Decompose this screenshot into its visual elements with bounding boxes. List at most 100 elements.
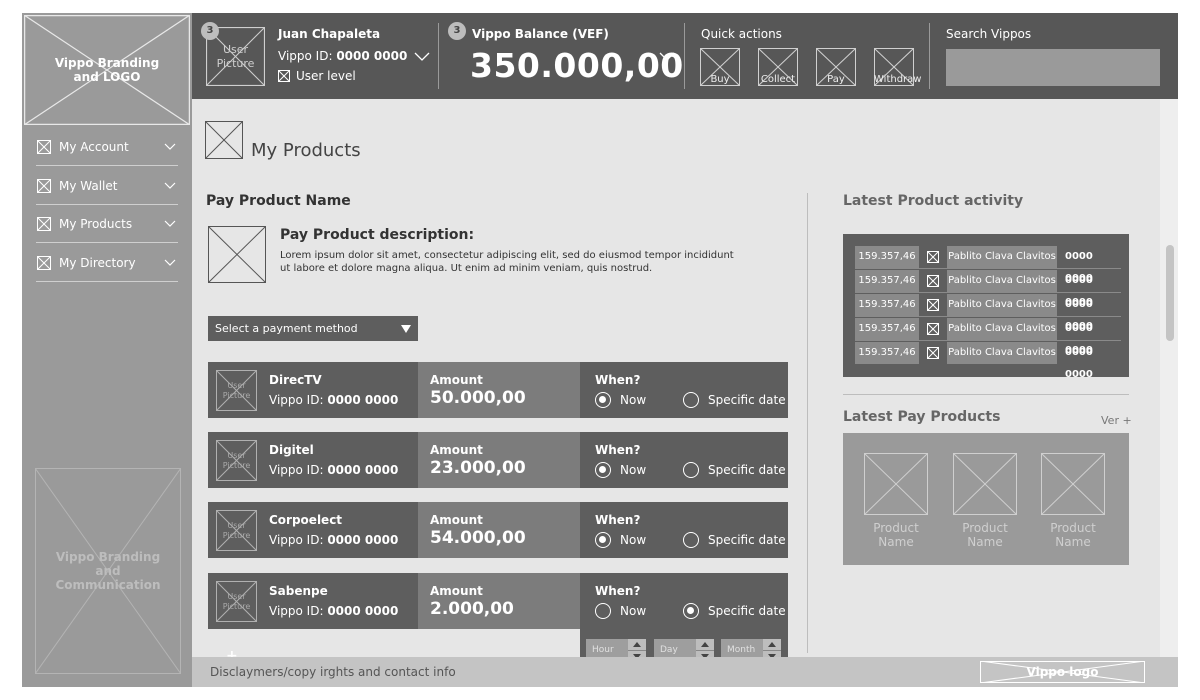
decrement-button[interactable] <box>763 651 781 663</box>
radio-specific-date[interactable] <box>683 532 699 548</box>
quick-action-withdraw[interactable]: Withdraw <box>874 48 921 86</box>
add-payment-button[interactable]: + <box>226 648 238 664</box>
page-icon <box>205 121 243 159</box>
branding-logo-placeholder[interactable]: Vippo Branding and LOGO <box>24 15 190 125</box>
page-title: My Products <box>251 140 361 161</box>
pay-product-name-line: Name <box>967 535 1003 549</box>
payment-row-directv[interactable]: User Picture DirecTV Vippo ID: 0000 0000… <box>208 362 788 418</box>
when-cell: When? Now Specific date <box>580 432 788 488</box>
increment-button[interactable] <box>628 639 646 651</box>
pay-product-image[interactable] <box>864 453 928 515</box>
main-content: My Products Pay Product Name Pay Product… <box>192 99 1178 665</box>
product-name: Pay Product Name <box>206 193 351 209</box>
activity-id: 0000 0000 <box>1065 347 1093 380</box>
scrollbar-thumb[interactable] <box>1166 245 1174 341</box>
payee-picture: User Picture <box>216 510 257 551</box>
radio-now[interactable] <box>595 392 611 408</box>
activity-name: Pablito Clava Clavitos <box>947 342 1057 364</box>
payment-row-sabenpe[interactable]: User Picture Sabenpe Vippo ID: 0000 0000… <box>208 573 788 629</box>
decrement-button[interactable] <box>696 651 714 663</box>
activity-row[interactable]: 159.357,46 Pablito Clava Clavitos 0000 0… <box>855 269 1121 308</box>
payment-row-digitel[interactable]: User Picture Digitel Vippo ID: 0000 0000… <box>208 432 788 488</box>
pay-product-name-line: Name <box>878 535 914 549</box>
vippo-id-value: 0000 0000 <box>327 393 399 407</box>
search-input[interactable] <box>946 49 1160 86</box>
radio-specific-date[interactable] <box>683 603 699 619</box>
payment-method-select[interactable]: Select a payment method <box>208 316 418 341</box>
amount-label: Amount <box>430 373 483 387</box>
vippo-id-label: Vippo ID: <box>278 49 333 63</box>
radio-now[interactable] <box>595 462 611 478</box>
amount-value: 2.000,00 <box>430 599 514 619</box>
activity-row[interactable]: 159.357,46 Pablito Clava Clavitos 0000 0… <box>855 341 1121 380</box>
when-label: When? <box>595 443 641 457</box>
radio-now-label: Now <box>620 604 647 618</box>
chevron-down-icon <box>164 259 176 266</box>
decrement-button[interactable] <box>628 651 646 663</box>
pay-product-name: Product Name <box>856 521 936 549</box>
latest-pay-title: Latest Pay Products <box>843 409 1001 425</box>
footer-logo-text: Vippo logo <box>1026 665 1099 679</box>
payee-picture-text: User Picture <box>222 520 251 540</box>
activity-row[interactable]: 159.357,46 Pablito Clava Clavitos 0000 0… <box>855 293 1121 332</box>
sidebar-item-my-wallet[interactable]: My Wallet <box>36 167 178 205</box>
scrollbar-track[interactable] <box>1160 99 1178 657</box>
activity-amount: 159.357,46 <box>855 318 919 340</box>
notification-badge[interactable]: 3 <box>448 22 466 40</box>
amount-cell: Amount 23.000,00 <box>418 432 580 488</box>
radio-now-label: Now <box>620 463 647 477</box>
description-line: Lorem ipsum dolor sit amet, consectetur … <box>280 250 734 261</box>
increment-button[interactable] <box>763 639 781 651</box>
when-label: When? <box>595 373 641 387</box>
activity-row[interactable]: 159.357,46 Pablito Clava Clavitos 0000 0… <box>855 245 1121 284</box>
balance-label: Vippo Balance (VEF) <box>472 27 609 41</box>
quick-action-buy[interactable]: Buy <box>700 48 740 86</box>
activity-row[interactable]: 159.357,46 Pablito Clava Clavitos 0000 0… <box>855 317 1121 356</box>
pay-product-name-line: Product <box>962 521 1008 535</box>
payee-name: Sabenpe <box>269 584 328 598</box>
chevron-down-icon[interactable] <box>659 52 675 62</box>
description-title: Pay Product description: <box>280 227 475 243</box>
sidebar-item-my-products[interactable]: My Products <box>36 205 178 243</box>
amount-value: 23.000,00 <box>430 458 526 478</box>
promo-text: Vippo Branding and Communication <box>55 550 161 592</box>
footer-logo[interactable]: Vippo logo <box>980 661 1145 683</box>
amount-label: Amount <box>430 584 483 598</box>
chevron-down-icon[interactable] <box>414 52 430 62</box>
radio-now[interactable] <box>595 603 611 619</box>
notification-badge[interactable]: 3 <box>201 22 219 40</box>
payee-vippo-id: Vippo ID: 0000 0000 <box>269 604 398 618</box>
radio-specific-date[interactable] <box>683 392 699 408</box>
promo-placeholder[interactable]: Vippo Branding and Communication <box>35 468 181 674</box>
pay-product-image[interactable] <box>953 453 1017 515</box>
pay-product-image[interactable] <box>1041 453 1105 515</box>
increment-button[interactable] <box>696 639 714 651</box>
balance-value: 350.000,00 <box>470 46 684 85</box>
footer-text[interactable]: Disclaymers/copy irghts and contact info <box>210 665 456 679</box>
radio-specific-date-label: Specific date <box>708 463 786 477</box>
month-label: Month <box>727 645 756 655</box>
search-label: Search Vippos <box>946 27 1032 41</box>
checkbox-icon <box>927 275 939 287</box>
payee-picture: User Picture <box>216 370 257 411</box>
quick-action-pay[interactable]: Pay <box>816 48 856 86</box>
activity-name: Pablito Clava Clavitos <box>947 294 1057 316</box>
checkbox-icon <box>37 139 51 154</box>
sidebar-item-label: My Account <box>59 139 129 154</box>
pay-product-name-line: Product <box>1050 521 1096 535</box>
sidebar-item-my-account[interactable]: My Account <box>36 128 178 166</box>
radio-specific-date[interactable] <box>683 462 699 478</box>
activity-name: Pablito Clava Clavitos <box>947 246 1057 268</box>
sidebar-item-my-directory[interactable]: My Directory <box>36 244 178 282</box>
when-label: When? <box>595 513 641 527</box>
checkbox-icon <box>37 216 51 231</box>
payment-row-corpoelect[interactable]: User Picture Corpoelect Vippo ID: 0000 0… <box>208 502 788 558</box>
user-level: User level <box>278 69 356 83</box>
payee-vippo-id: Vippo ID: 0000 0000 <box>269 463 398 477</box>
activity-amount: 159.357,46 <box>855 342 919 364</box>
latest-pay-panel: Product Name Product Name Product Name <box>843 433 1129 565</box>
payee-cell: User Picture Sabenpe Vippo ID: 0000 0000 <box>208 573 418 629</box>
quick-action-collect[interactable]: Collect <box>758 48 798 86</box>
radio-now[interactable] <box>595 532 611 548</box>
see-more-link[interactable]: Ver + <box>1101 414 1132 427</box>
